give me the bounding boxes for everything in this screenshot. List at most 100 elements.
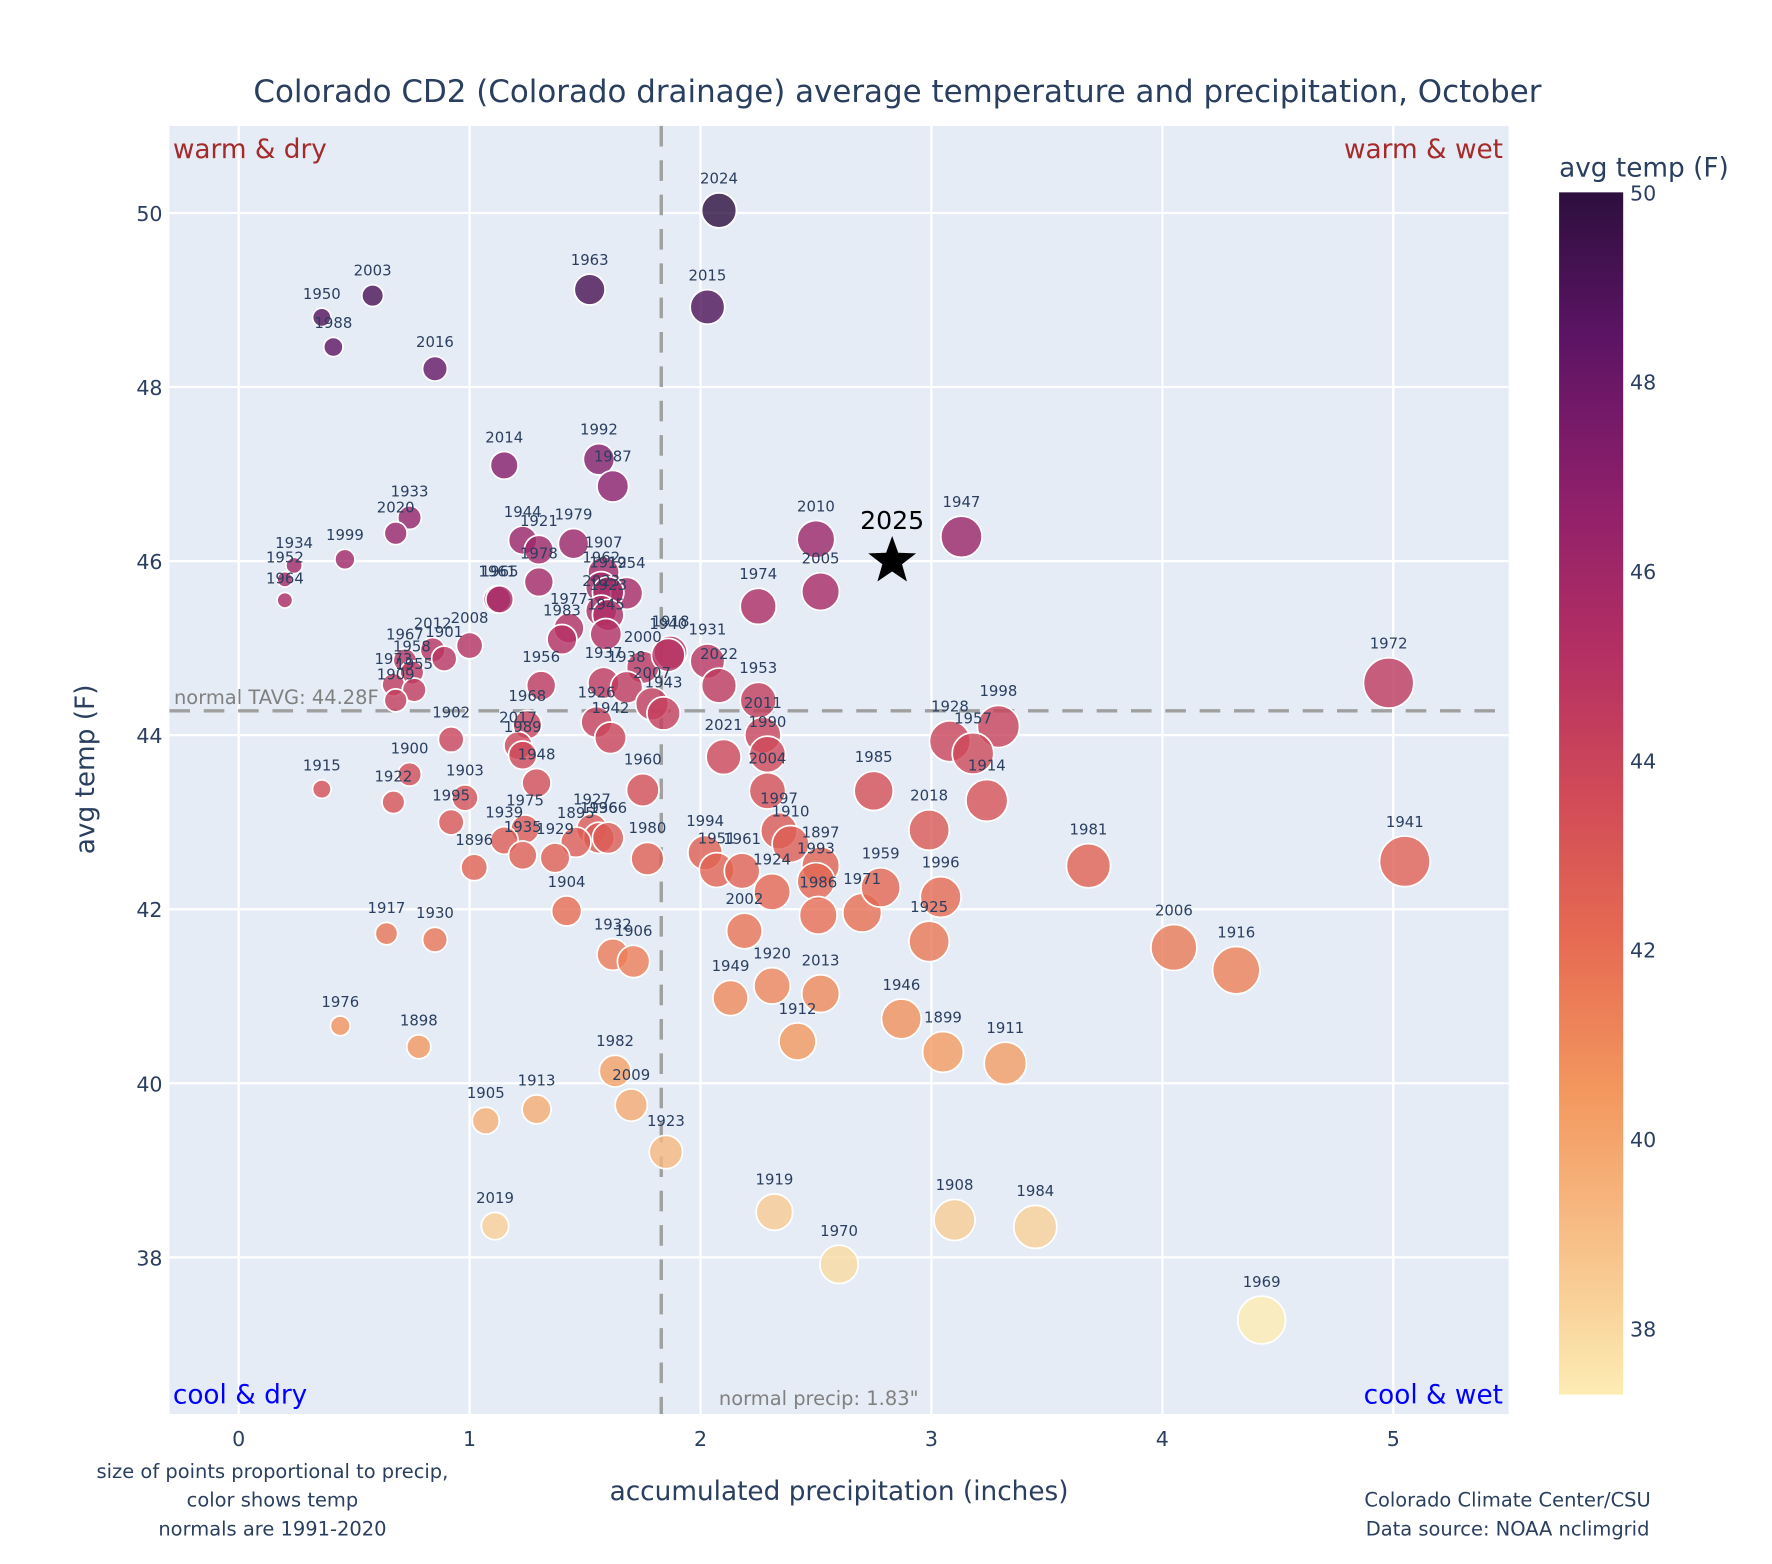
point-label: 2006 bbox=[1155, 901, 1193, 919]
y-tick-label: 44 bbox=[136, 724, 162, 748]
point-label: 1909 bbox=[377, 666, 415, 684]
point-label: 1944 bbox=[504, 503, 542, 521]
point-label: 1923 bbox=[589, 576, 627, 594]
data-point bbox=[285, 556, 304, 575]
point-label: 1981 bbox=[1070, 820, 1108, 838]
point-label: 1933 bbox=[391, 483, 429, 501]
point-label: 1953 bbox=[739, 659, 777, 677]
colorbar-tick-label: 48 bbox=[1630, 371, 1656, 395]
point-label: 1911 bbox=[986, 1019, 1024, 1037]
point-label: 1984 bbox=[1016, 1182, 1054, 1200]
data-point bbox=[908, 920, 951, 963]
data-point bbox=[1012, 1204, 1058, 1250]
point-label: 1940 bbox=[649, 615, 687, 633]
colorbar-tick-label: 38 bbox=[1630, 1317, 1656, 1341]
star-marker bbox=[868, 535, 917, 582]
data-point bbox=[507, 740, 538, 771]
point-label: 2009 bbox=[612, 1066, 650, 1084]
point-label: 2003 bbox=[354, 262, 392, 280]
x-tick-label: 1 bbox=[463, 1427, 476, 1451]
data-point bbox=[700, 192, 738, 229]
data-point bbox=[753, 872, 792, 911]
point-label: 1971 bbox=[843, 870, 881, 888]
plot-area bbox=[169, 125, 1509, 1415]
point-label: 1925 bbox=[910, 898, 948, 916]
data-point bbox=[405, 1033, 432, 1060]
point-label: 1987 bbox=[594, 447, 632, 465]
x-tick-label: 0 bbox=[232, 1427, 245, 1451]
point-label: 1972 bbox=[1370, 635, 1408, 653]
point-label: 1908 bbox=[936, 1176, 974, 1194]
point-label: 1895 bbox=[557, 804, 595, 822]
data-point bbox=[798, 895, 838, 936]
data-point bbox=[383, 688, 409, 713]
chart-title: Colorado CD2 (Colorado drainage) average… bbox=[253, 74, 1541, 110]
point-label: 1974 bbox=[739, 565, 777, 583]
x-axis-title: accumulated precipitation (inches) bbox=[610, 1477, 1069, 1507]
credit-line-2: Data source: NOAA nclimgrid bbox=[1366, 1517, 1650, 1540]
point-label: 1945 bbox=[587, 595, 625, 613]
data-point bbox=[596, 469, 630, 503]
data-point bbox=[753, 966, 792, 1005]
data-point bbox=[705, 738, 743, 776]
data-point bbox=[778, 1022, 817, 1061]
point-label: 1905 bbox=[467, 1084, 505, 1102]
data-point bbox=[455, 631, 484, 660]
data-point bbox=[276, 570, 294, 589]
data-point bbox=[951, 731, 995, 776]
point-label: 1937 bbox=[585, 644, 623, 662]
highlight-label: 2025 bbox=[860, 506, 924, 535]
point-label: 1976 bbox=[321, 993, 359, 1011]
point-label: 1912 bbox=[589, 554, 627, 572]
point-label: 1962 bbox=[582, 548, 620, 566]
point-label: 1999 bbox=[326, 526, 364, 544]
point-label: 2004 bbox=[749, 750, 787, 768]
data-point bbox=[712, 979, 750, 1017]
point-label: 2019 bbox=[476, 1189, 514, 1207]
credit-line-1: Colorado Climate Center/CSU bbox=[1364, 1489, 1650, 1512]
colorbar-tick-label: 50 bbox=[1630, 181, 1656, 205]
data-point bbox=[1065, 842, 1112, 889]
point-label: 2000 bbox=[624, 628, 662, 646]
data-point bbox=[591, 821, 625, 855]
data-point bbox=[374, 921, 399, 946]
data-point bbox=[430, 645, 458, 673]
point-label: 1919 bbox=[755, 1171, 793, 1189]
point-label: 1932 bbox=[594, 916, 632, 934]
point-label: 1904 bbox=[548, 873, 586, 891]
data-point bbox=[616, 944, 651, 979]
point-label: 1918 bbox=[652, 613, 690, 631]
point-label: 1938 bbox=[608, 648, 646, 666]
data-point bbox=[593, 721, 628, 755]
data-point bbox=[557, 527, 590, 560]
data-point bbox=[755, 1192, 794, 1232]
point-label: 2010 bbox=[797, 497, 835, 515]
grid-lines bbox=[169, 125, 1509, 1415]
data-point bbox=[908, 808, 951, 852]
data-point bbox=[421, 926, 449, 953]
y-tick-label: 42 bbox=[136, 898, 162, 922]
point-label: 2023 bbox=[582, 572, 620, 590]
note-line-1: size of points proportional to precip, bbox=[97, 1460, 449, 1483]
data-point bbox=[507, 840, 538, 871]
point-label: 1896 bbox=[455, 831, 493, 849]
highlight-2025: 2025 bbox=[860, 506, 924, 582]
data-points bbox=[276, 192, 1431, 1345]
point-label: 1934 bbox=[275, 534, 313, 552]
point-label: 1916 bbox=[1217, 923, 1255, 941]
point-label: 2017 bbox=[499, 708, 537, 726]
data-point bbox=[739, 587, 778, 626]
point-label: 1998 bbox=[979, 682, 1017, 700]
point-label: 1914 bbox=[968, 756, 1006, 774]
point-label: 1936 bbox=[580, 799, 618, 817]
data-point bbox=[723, 852, 761, 890]
point-label: 1994 bbox=[686, 812, 724, 830]
x-tick-label: 2 bbox=[694, 1427, 707, 1451]
data-point bbox=[381, 789, 406, 815]
point-label: 1930 bbox=[416, 904, 454, 922]
data-point bbox=[630, 841, 665, 876]
point-label: 1917 bbox=[368, 899, 406, 917]
point-label: 1928 bbox=[931, 698, 969, 716]
point-label: 1942 bbox=[592, 699, 630, 717]
